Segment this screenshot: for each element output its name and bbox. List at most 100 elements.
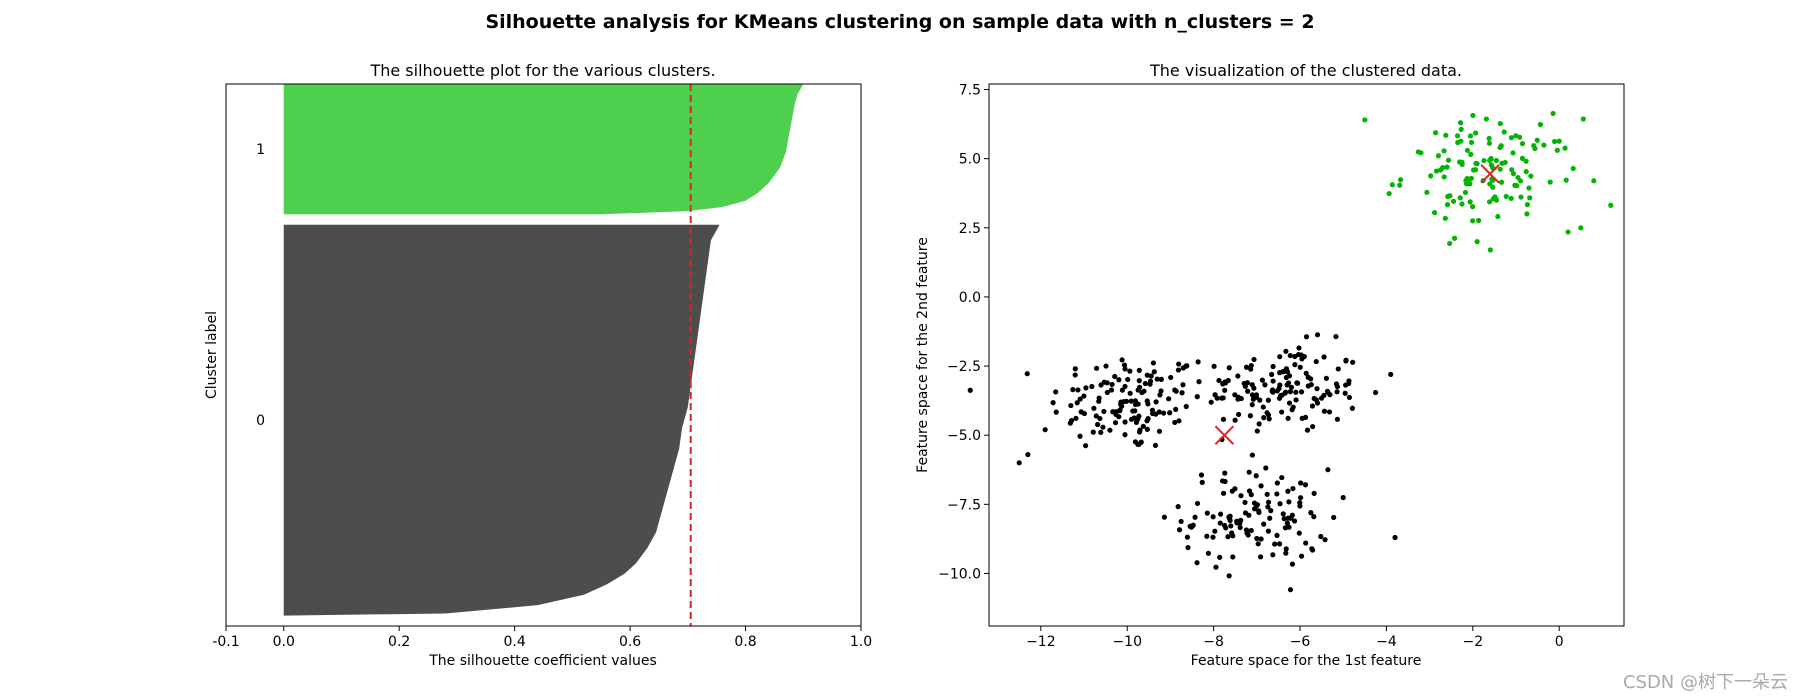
scatter-point xyxy=(1311,490,1317,496)
scatter-point xyxy=(1151,369,1157,375)
scatter-point xyxy=(1122,419,1128,425)
scatter-point xyxy=(1236,411,1242,418)
scatter-point xyxy=(1132,408,1138,414)
scatter-point xyxy=(1524,211,1530,217)
scatter-point xyxy=(1444,164,1450,170)
scatter-point xyxy=(1433,168,1440,174)
scatter-point xyxy=(1493,196,1499,202)
scatter-point xyxy=(1098,429,1104,435)
scatter-point xyxy=(1235,396,1241,402)
scatter-point xyxy=(1192,514,1198,520)
scatter-point xyxy=(1285,380,1292,386)
scatter-point xyxy=(1335,366,1341,372)
scatter-point xyxy=(1293,397,1299,403)
scatter-point xyxy=(1441,174,1447,180)
y-tick-label: 0.0 xyxy=(959,290,981,306)
scatter-point xyxy=(1490,184,1496,190)
scatter-point xyxy=(1287,352,1293,359)
silhouette-ylabel: Cluster label xyxy=(204,311,220,399)
scatter-point xyxy=(1144,372,1150,378)
scatter-point xyxy=(1308,382,1314,388)
scatter-point xyxy=(1176,527,1183,533)
scatter-point xyxy=(1274,532,1280,538)
scatter-point xyxy=(1326,409,1333,415)
scatter-point xyxy=(1565,229,1571,235)
scatter-point xyxy=(1042,427,1048,433)
scatter-point xyxy=(1302,414,1309,421)
scatter-point xyxy=(1486,135,1492,142)
scatter-point xyxy=(1077,396,1083,402)
scatter-point xyxy=(1362,117,1368,123)
scatter-point xyxy=(1242,383,1248,389)
scatter-point xyxy=(1451,235,1458,241)
scatter-point xyxy=(1447,240,1453,247)
scatter-point xyxy=(1297,495,1304,501)
scatter-point xyxy=(1512,182,1518,188)
scatter-point xyxy=(1235,373,1241,379)
scatter-point xyxy=(1112,420,1119,426)
scatter-point xyxy=(1095,421,1101,428)
scatter-point xyxy=(1093,413,1099,419)
scatter-point xyxy=(1195,359,1201,365)
scatter-point xyxy=(1249,382,1255,388)
scatter-point xyxy=(1346,394,1353,401)
scatter-point xyxy=(1204,533,1210,539)
scatter-point xyxy=(1265,528,1271,534)
scatter-point xyxy=(1281,516,1287,522)
scatter-point xyxy=(1303,540,1309,546)
scatter-frame xyxy=(988,83,1625,627)
scatter-point xyxy=(1551,138,1558,145)
scatter-point xyxy=(1249,392,1256,398)
scatter-point xyxy=(1486,140,1493,146)
scatter-point xyxy=(1472,130,1479,136)
scatter-point xyxy=(1145,401,1151,407)
scatter-point xyxy=(1334,389,1340,395)
scatter-point xyxy=(1470,112,1476,119)
scatter-point xyxy=(1107,427,1113,433)
scatter-point xyxy=(1220,395,1226,401)
scatter-point xyxy=(1261,415,1267,421)
scatter-point xyxy=(1310,423,1316,430)
scatter-point xyxy=(1487,247,1493,253)
scatter-point xyxy=(1173,388,1179,394)
scatter-point xyxy=(1499,160,1505,166)
scatter-point xyxy=(1176,418,1182,424)
scatter-point xyxy=(1286,400,1293,406)
scatter-point xyxy=(1089,383,1095,390)
scatter-point xyxy=(1228,523,1234,529)
scatter-point xyxy=(1445,157,1452,163)
scatter-point xyxy=(1135,441,1141,447)
scatter-point xyxy=(1081,393,1087,399)
scatter-point xyxy=(1204,510,1210,516)
scatter-point xyxy=(1256,421,1262,427)
scatter-point xyxy=(1470,167,1477,173)
scatter-point xyxy=(1580,116,1586,122)
scatter-point xyxy=(1246,488,1253,494)
scatter-point xyxy=(1468,151,1474,157)
scatter-point xyxy=(1251,500,1258,506)
scatter-point xyxy=(1210,534,1216,540)
scatter-point xyxy=(1098,382,1104,388)
silhouette-xlabel: The silhouette coefficient values xyxy=(428,653,657,669)
scatter-point xyxy=(1541,142,1547,148)
scatter-point xyxy=(1428,173,1434,179)
scatter-point xyxy=(1136,384,1143,390)
scatter-point xyxy=(1283,546,1289,552)
scatter-point xyxy=(1277,541,1283,547)
scatter-point xyxy=(1526,185,1532,191)
scatter-point xyxy=(1180,382,1186,388)
scatter-point xyxy=(1097,415,1103,422)
scatter-point xyxy=(1486,199,1493,205)
scatter-point xyxy=(1232,392,1238,398)
scatter-point xyxy=(1290,485,1296,492)
scatter-point xyxy=(1220,490,1227,496)
y-tick-label: −2.5 xyxy=(947,359,981,375)
scatter-point xyxy=(1447,193,1453,199)
scatter-x-ticks: −12 −10 −8 −6 −4 −2 0 xyxy=(1026,626,1564,650)
scatter-point xyxy=(1212,392,1218,398)
scatter-point xyxy=(1325,467,1331,473)
scatter-point xyxy=(1260,404,1266,410)
scatter-point xyxy=(1144,426,1150,432)
x-tick-label: −8 xyxy=(1203,634,1224,650)
scatter-y-ticks: 7.5 5.0 2.5 0.0 −2.5 −5.0 −7.5 −10.0 xyxy=(938,83,989,582)
